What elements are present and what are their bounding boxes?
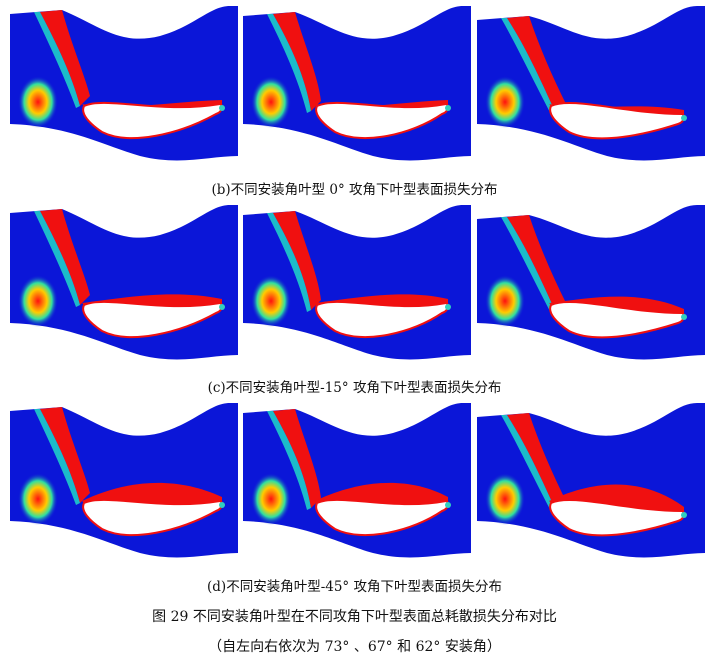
contour-panel-r2-c2 [243,205,471,365]
contour-panel-r1-c3 [477,6,705,166]
loss-contour-image [10,6,238,161]
loss-contour-image [10,205,238,360]
row-caption-b: (b)不同安装角叶型 0° 攻角下叶型表面损失分布 [211,182,498,198]
loss-contour-image [243,6,471,161]
loss-contour-image [477,403,705,558]
contour-panel-r2-c3 [477,205,705,365]
contour-panel-r3-c1 [10,403,238,563]
loss-contour-image [243,205,471,360]
loss-contour-image [477,205,705,360]
contour-panel-r1-c1 [10,6,238,166]
loss-contour-image [10,403,238,558]
contour-panel-r3-c3 [477,403,705,563]
loss-contour-image [243,403,471,558]
contour-panel-r1-c2 [243,6,471,166]
figure-title: 图 29 不同安装角叶型在不同攻角下叶型表面总耗散损失分布对比 [152,609,557,625]
row-caption-d: (d)不同安装角叶型-45° 攻角下叶型表面损失分布 [207,579,502,595]
row-caption-c: (c)不同安装角叶型-15° 攻角下叶型表面损失分布 [207,380,502,396]
contour-panel-r2-c1 [10,205,238,365]
contour-panel-r3-c2 [243,403,471,563]
figure-subtitle: （自左向右依次为 73° 、67° 和 62° 安装角） [208,639,501,655]
loss-contour-image [477,6,705,161]
